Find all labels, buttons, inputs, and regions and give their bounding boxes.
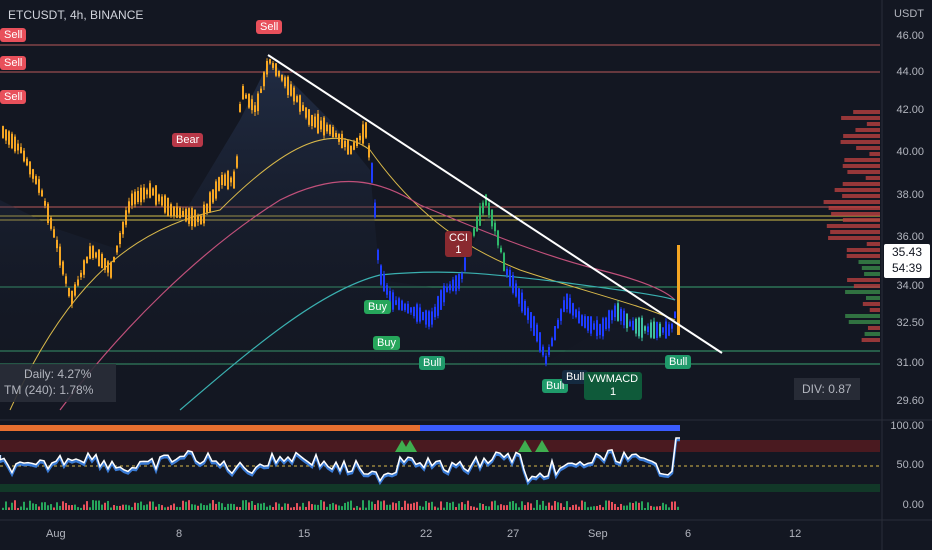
time-tick: 22 [420,528,433,540]
price-tick: 36.00 [896,231,924,243]
price-area-fill [0,60,680,410]
candlestick-series [2,58,680,367]
time-tick: 8 [176,528,183,540]
bull-signal: Bull [419,356,446,370]
price-tick: 31.00 [896,357,924,369]
price-tick: 42.00 [896,104,924,116]
cci-signal: CCI 1 [445,231,472,257]
time-tick: Sep [588,528,608,540]
daily-change: Daily: 4.27% [24,367,92,381]
ma-teal [179,271,676,411]
price-tick: 46.00 [896,30,924,42]
currency-label: USDT [894,8,924,20]
bull-signal: Bull [665,355,692,369]
time-tick: 15 [298,528,311,540]
sell-signal: Sell [0,56,27,70]
sell-signal: Sell [0,28,27,42]
vwmacd-signal: VWMACD 1 [584,372,642,400]
oscillator-line-white [0,437,680,483]
buy-signal: Buy [364,300,391,314]
bar-countdown: 54:39 [891,261,923,275]
oscillator-oversold-zone [0,484,880,492]
triangle-icon [403,440,417,452]
oscillator-line-blue [0,438,680,486]
cci-label: CCI [449,232,468,244]
buy-signal: Buy [373,336,400,350]
oscillator-band [0,425,680,431]
sell-signal: Sell [256,20,283,34]
osc-tick: 100.00 [890,420,924,432]
time-tick: 12 [789,528,802,540]
symbol-title[interactable]: ETCUSDT, 4h, BINANCE [8,8,144,22]
bull-signal: Bull [542,379,569,393]
oscillator-band-blue [420,425,680,431]
cci-count: 1 [455,244,462,256]
price-tick: 29.60 [896,395,924,407]
bull-signal: Bull [562,370,589,384]
time-tick: Aug [46,528,66,540]
price-tick: 34.00 [896,280,924,292]
price-tick: 44.00 [896,66,924,78]
time-tick: 27 [507,528,520,540]
price-tick: 40.00 [896,146,924,158]
ma-pink [59,180,676,411]
bear-signal: Bear [172,133,204,147]
osc-tick: 50.00 [896,459,924,471]
osc-tick: 0.00 [902,499,924,511]
vwmacd-label: VWMACD [588,373,639,385]
price-tick: 32.50 [896,317,924,329]
divergence-box: DIV: 0.87 [794,378,860,400]
volume-bars [2,500,679,510]
vwmacd-count: 1 [609,386,617,398]
last-price-label: 35.43 54:39 [884,244,930,278]
triangle-icon [518,440,532,452]
volume-profile [823,110,880,342]
price-tick: 38.00 [896,189,924,201]
sell-signal: Sell [0,90,27,104]
last-price-value: 35.43 [891,245,923,259]
performance-stats-box: Daily: 4.27% TM (240): 1.78% [0,364,116,402]
descending-trendline[interactable] [267,54,723,354]
oscillator-overbought-zone [0,440,880,452]
tm-change: TM (240): 1.78% [4,383,94,397]
time-tick: 6 [685,528,692,540]
triangle-icon [535,440,549,452]
